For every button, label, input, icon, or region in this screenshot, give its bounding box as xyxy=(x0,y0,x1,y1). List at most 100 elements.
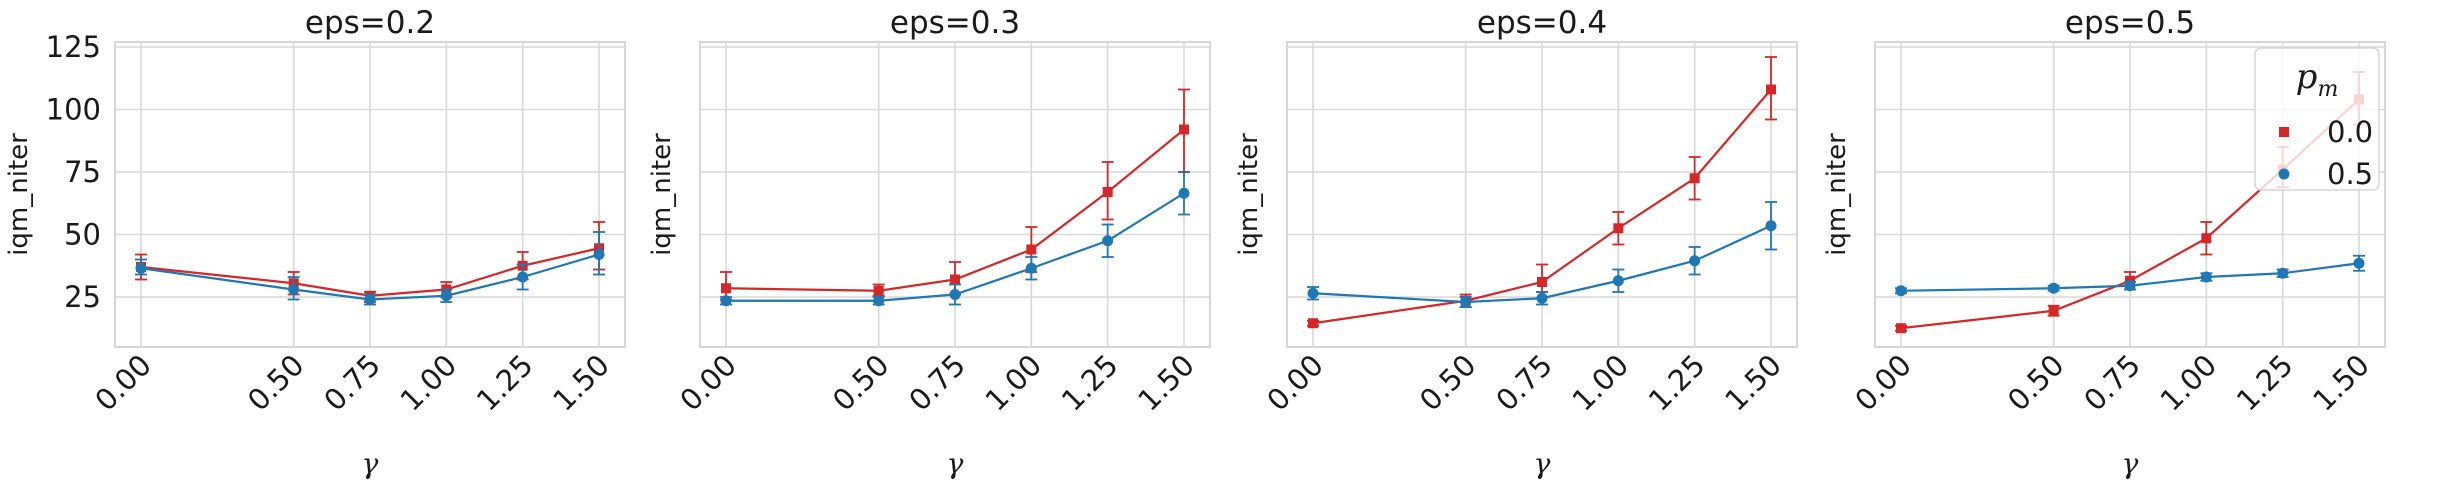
series-line xyxy=(140,247,600,297)
series-line xyxy=(726,192,1185,302)
series-0.5 xyxy=(720,171,1190,307)
data-point xyxy=(440,290,452,302)
data-point xyxy=(1460,296,1472,308)
x-tick-label: 1.50 xyxy=(1718,348,1788,418)
series-0.5 xyxy=(1895,254,2365,297)
series-line xyxy=(1312,224,1772,304)
data-point xyxy=(720,295,732,307)
data-point xyxy=(517,271,529,283)
x-tick-label: 1.00 xyxy=(979,348,1049,418)
x-tick-label: 0.00 xyxy=(1848,348,1918,418)
x-tick-label: 0.75 xyxy=(317,348,387,418)
panel-3: 0.00 0.50 0.75 1.00 1.25 1.50 eps=0.4 iqm_niter… xyxy=(1234,5,1798,480)
data-point xyxy=(1102,235,1114,247)
data-point xyxy=(1025,262,1037,274)
data-point xyxy=(2353,257,2365,269)
x-tick-label: 1.00 xyxy=(394,348,464,418)
x-tick-label: 1.50 xyxy=(1131,348,1201,418)
x-tick-label: 0.75 xyxy=(1489,348,1559,418)
legend-label: 0.0 xyxy=(2327,115,2373,149)
x-axis-label: γ xyxy=(2122,447,2139,480)
data-point xyxy=(593,249,605,260)
data-point xyxy=(950,274,960,285)
data-point xyxy=(1536,292,1548,304)
data-point xyxy=(873,295,885,307)
y-tick-label: 50 xyxy=(64,218,101,252)
data-point xyxy=(288,284,300,295)
data-point xyxy=(1537,277,1547,287)
y-tick-label: 75 xyxy=(64,155,101,189)
data-point xyxy=(364,294,376,305)
data-point xyxy=(2048,305,2059,316)
x-tick-label: 0.75 xyxy=(902,348,972,418)
data-point xyxy=(135,262,147,274)
x-tick-label: 1.25 xyxy=(1055,348,1125,418)
data-point xyxy=(1766,84,1776,95)
data-point xyxy=(1896,323,1906,334)
panel-title: eps=0.4 xyxy=(1477,5,1607,41)
x-tick-label: 0.50 xyxy=(241,348,311,418)
data-point xyxy=(1689,173,1700,184)
x-tick-label: 0.00 xyxy=(88,348,158,418)
data-point xyxy=(2201,233,2212,244)
data-point xyxy=(1689,255,1701,267)
x-tick-label: 0.00 xyxy=(1260,348,1330,418)
y-axis-label: iqm_niter xyxy=(1822,133,1852,256)
series-0.0 xyxy=(720,88,1190,301)
legend-label: 0.5 xyxy=(2327,157,2373,191)
x-tick-label: 1.50 xyxy=(546,348,616,418)
series-0.5 xyxy=(135,231,605,306)
data-point xyxy=(721,283,731,294)
x-tick-label: 1.25 xyxy=(2230,348,2300,418)
series-0.0 xyxy=(1307,56,1777,329)
data-point xyxy=(1179,124,1189,135)
data-point xyxy=(1102,187,1113,197)
data-point xyxy=(2124,280,2136,292)
data-point xyxy=(2200,271,2212,283)
data-point xyxy=(873,285,884,296)
x-tick-label: 1.25 xyxy=(470,348,540,418)
x-tick-label: 0.50 xyxy=(1413,348,1483,418)
x-tick-label: 1.00 xyxy=(1566,348,1636,418)
legend: pm0.00.5 xyxy=(2254,47,2380,191)
data-point xyxy=(1308,318,1318,329)
legend-marker xyxy=(2279,127,2289,137)
series-line xyxy=(140,253,600,301)
x-tick-label: 1.00 xyxy=(2154,348,2224,418)
x-axis-label: γ xyxy=(1534,447,1551,480)
panel-1: 25 50 75 100 125 0.00 0.50 0.75 1.00 1.25 1.50 eps=… xyxy=(4,5,626,480)
data-point xyxy=(2048,282,2060,294)
x-tick-label: 1.50 xyxy=(2306,348,2376,418)
panel-4: 0.00 0.50 0.75 1.00 1.25 1.50 eps=0.5 iqm_niter… xyxy=(1822,5,2386,480)
data-point xyxy=(1765,220,1777,232)
x-tick-label: 1.25 xyxy=(1642,348,1712,418)
y-axis-label: iqm_niter xyxy=(4,133,34,256)
y-tick-label: 100 xyxy=(46,93,101,127)
panel-title: eps=0.5 xyxy=(2065,5,2195,41)
x-tick-label: 0.50 xyxy=(826,348,896,418)
panel-2: 0.00 0.50 0.75 1.00 1.25 1.50 eps=0.3 iqm_niter… xyxy=(647,5,1211,480)
y-axis-label: iqm_niter xyxy=(647,133,677,256)
panel-title: eps=0.2 xyxy=(305,5,435,41)
panel-title: eps=0.3 xyxy=(890,5,1020,41)
x-axis-label: γ xyxy=(362,447,379,480)
y-axis-label: iqm_niter xyxy=(1234,133,1264,256)
y-tick-label: 125 xyxy=(46,30,101,64)
x-tick-label: 0.00 xyxy=(673,348,743,418)
series-line xyxy=(1312,88,1772,325)
data-point xyxy=(1307,287,1319,299)
series-line xyxy=(1900,262,2360,292)
x-axis-label: γ xyxy=(947,447,964,480)
data-point xyxy=(1178,187,1190,199)
x-tick-label: 0.75 xyxy=(2077,348,2147,418)
data-point xyxy=(1895,285,1907,297)
data-point xyxy=(949,289,961,300)
data-point xyxy=(1026,244,1037,255)
data-point xyxy=(1612,275,1624,287)
legend-box xyxy=(2254,47,2380,191)
series-0.5 xyxy=(1307,201,1777,308)
data-point xyxy=(2277,267,2289,279)
data-point xyxy=(1613,223,1624,234)
y-tick-label: 25 xyxy=(64,280,101,314)
